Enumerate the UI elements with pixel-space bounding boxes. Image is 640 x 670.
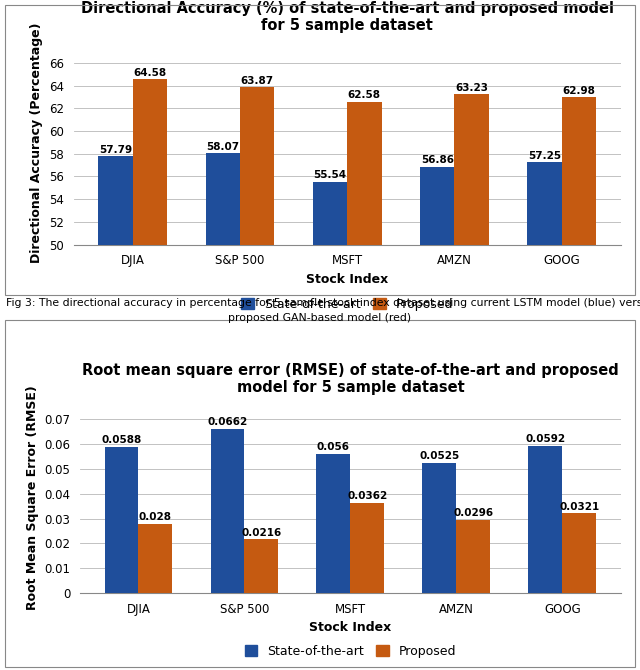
Text: proposed GAN-based model (red): proposed GAN-based model (red) — [228, 313, 412, 323]
Text: 57.25: 57.25 — [528, 151, 561, 161]
Text: 0.0296: 0.0296 — [453, 508, 493, 518]
Text: 55.54: 55.54 — [314, 170, 347, 180]
Bar — [456, 519, 490, 593]
Bar — [205, 153, 240, 670]
Legend: State-of-the-art, Proposed: State-of-the-art, Proposed — [236, 293, 458, 316]
Text: 0.0525: 0.0525 — [419, 451, 460, 461]
Bar — [529, 446, 563, 593]
Text: 0.0662: 0.0662 — [207, 417, 248, 427]
Bar — [527, 162, 562, 670]
Text: Fig 3: The directional accuracy in percentage for 5 sample stock index dataset u: Fig 3: The directional accuracy in perce… — [6, 298, 640, 308]
Text: 0.0592: 0.0592 — [525, 434, 565, 444]
Bar — [562, 97, 596, 670]
X-axis label: Stock Index: Stock Index — [306, 273, 388, 286]
Legend: State-of-the-art, Proposed: State-of-the-art, Proposed — [239, 640, 461, 663]
Bar — [240, 87, 275, 670]
Bar — [132, 79, 167, 670]
Text: 0.028: 0.028 — [139, 512, 172, 522]
Text: 0.056: 0.056 — [317, 442, 350, 452]
Bar — [347, 102, 381, 670]
Bar — [138, 523, 172, 593]
Text: 0.0321: 0.0321 — [559, 502, 600, 512]
Title: Root mean square error (RMSE) of state-of-the-art and proposed
model for 5 sampl: Root mean square error (RMSE) of state-o… — [82, 363, 619, 395]
Text: 63.23: 63.23 — [455, 83, 488, 93]
Y-axis label: Root Mean Square Error (RMSE): Root Mean Square Error (RMSE) — [26, 385, 39, 610]
Text: 56.86: 56.86 — [420, 155, 454, 165]
Bar — [422, 463, 456, 593]
Text: 0.0362: 0.0362 — [348, 491, 387, 501]
Title: Directional Accuracy (%) of state-of-the-art and proposed model
for 5 sample dat: Directional Accuracy (%) of state-of-the… — [81, 1, 614, 34]
Bar — [244, 539, 278, 593]
Bar — [313, 182, 347, 670]
Bar — [563, 513, 596, 593]
Bar — [317, 454, 351, 593]
Text: 64.58: 64.58 — [133, 68, 166, 78]
Text: 0.0588: 0.0588 — [101, 436, 141, 446]
Text: 58.07: 58.07 — [206, 141, 239, 151]
Text: 0.0216: 0.0216 — [241, 528, 282, 537]
Bar — [350, 503, 384, 593]
Text: 62.98: 62.98 — [563, 86, 595, 96]
Y-axis label: Directional Accuracy (Percentage): Directional Accuracy (Percentage) — [30, 22, 44, 263]
Text: 63.87: 63.87 — [241, 76, 274, 86]
Bar — [104, 447, 138, 593]
Bar — [211, 429, 244, 593]
Bar — [99, 156, 132, 670]
X-axis label: Stock Index: Stock Index — [309, 621, 392, 634]
Text: 57.79: 57.79 — [99, 145, 132, 155]
Text: 62.58: 62.58 — [348, 90, 381, 100]
Bar — [420, 167, 454, 670]
Bar — [454, 94, 489, 670]
